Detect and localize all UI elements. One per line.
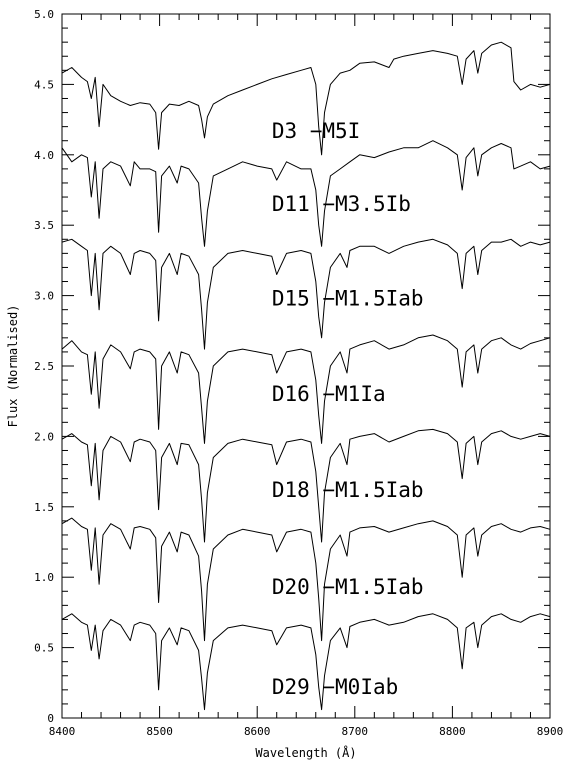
y-tick-label: 4.0 (34, 149, 54, 162)
y-tick-label: 5.0 (34, 8, 54, 21)
spectrum-line-1 (61, 41, 551, 156)
spectrum-line-7 (61, 613, 551, 711)
y-tick-label: 1.0 (34, 571, 54, 584)
x-tick-label: 8900 (537, 725, 564, 738)
x-tick-label: 8800 (439, 725, 466, 738)
x-tick-label: 8600 (244, 725, 271, 738)
y-tick-labels: 0 0.5 1.0 1.5 2.0 2.5 3.0 3.5 4.0 4.5 5.0 (34, 8, 54, 725)
spectrum-line-3 (61, 238, 551, 350)
y-tick-label: 1.5 (34, 501, 54, 514)
y-tick-label: 4.5 (34, 78, 54, 91)
spectrum-label-6: D20 −M1.5Iab (272, 575, 424, 599)
spectrum-label-5: D18 −M1.5Iab (272, 478, 424, 502)
y-tick-label: 3.0 (34, 290, 54, 303)
y-tick-label: 0 (47, 712, 54, 725)
spectrum-label-3: D15 −M1.5Iab (272, 286, 424, 310)
y-tick-label: 3.5 (34, 219, 54, 232)
spectrum-label-2: D11 −M3.5Ib (272, 192, 411, 216)
spectrum-line-5 (61, 428, 551, 543)
y-tick-label: 2.0 (34, 430, 54, 443)
spectrum-line-2 (61, 140, 551, 247)
x-tick-labels: 8400 8500 8600 8700 8800 8900 (49, 725, 564, 738)
y-tick-label: 0.5 (34, 642, 54, 655)
y-axis-title: Flux (Normalised) (6, 305, 20, 428)
spectrum-label-4: D16 −M1Ia (272, 382, 386, 406)
spectrum-line-6 (61, 517, 551, 642)
x-tick-label: 8500 (146, 725, 173, 738)
x-axis-title: Wavelength (Å) (255, 745, 356, 760)
y-tick-label: 2.5 (34, 360, 54, 373)
x-tick-label: 8700 (342, 725, 369, 738)
x-tick-label: 8400 (49, 725, 76, 738)
spectra-series (61, 41, 551, 711)
axis-ticks (61, 13, 551, 719)
spectrum-line-4 (61, 334, 551, 444)
spectrum-label-7: D29 −M0Iab (272, 675, 398, 699)
spectrum-labels: D3 −M5I D11 −M3.5Ib D15 −M1.5Iab D16 −M1Ia D… (272, 119, 424, 699)
spectrum-label-1: D3 −M5I (272, 119, 361, 143)
